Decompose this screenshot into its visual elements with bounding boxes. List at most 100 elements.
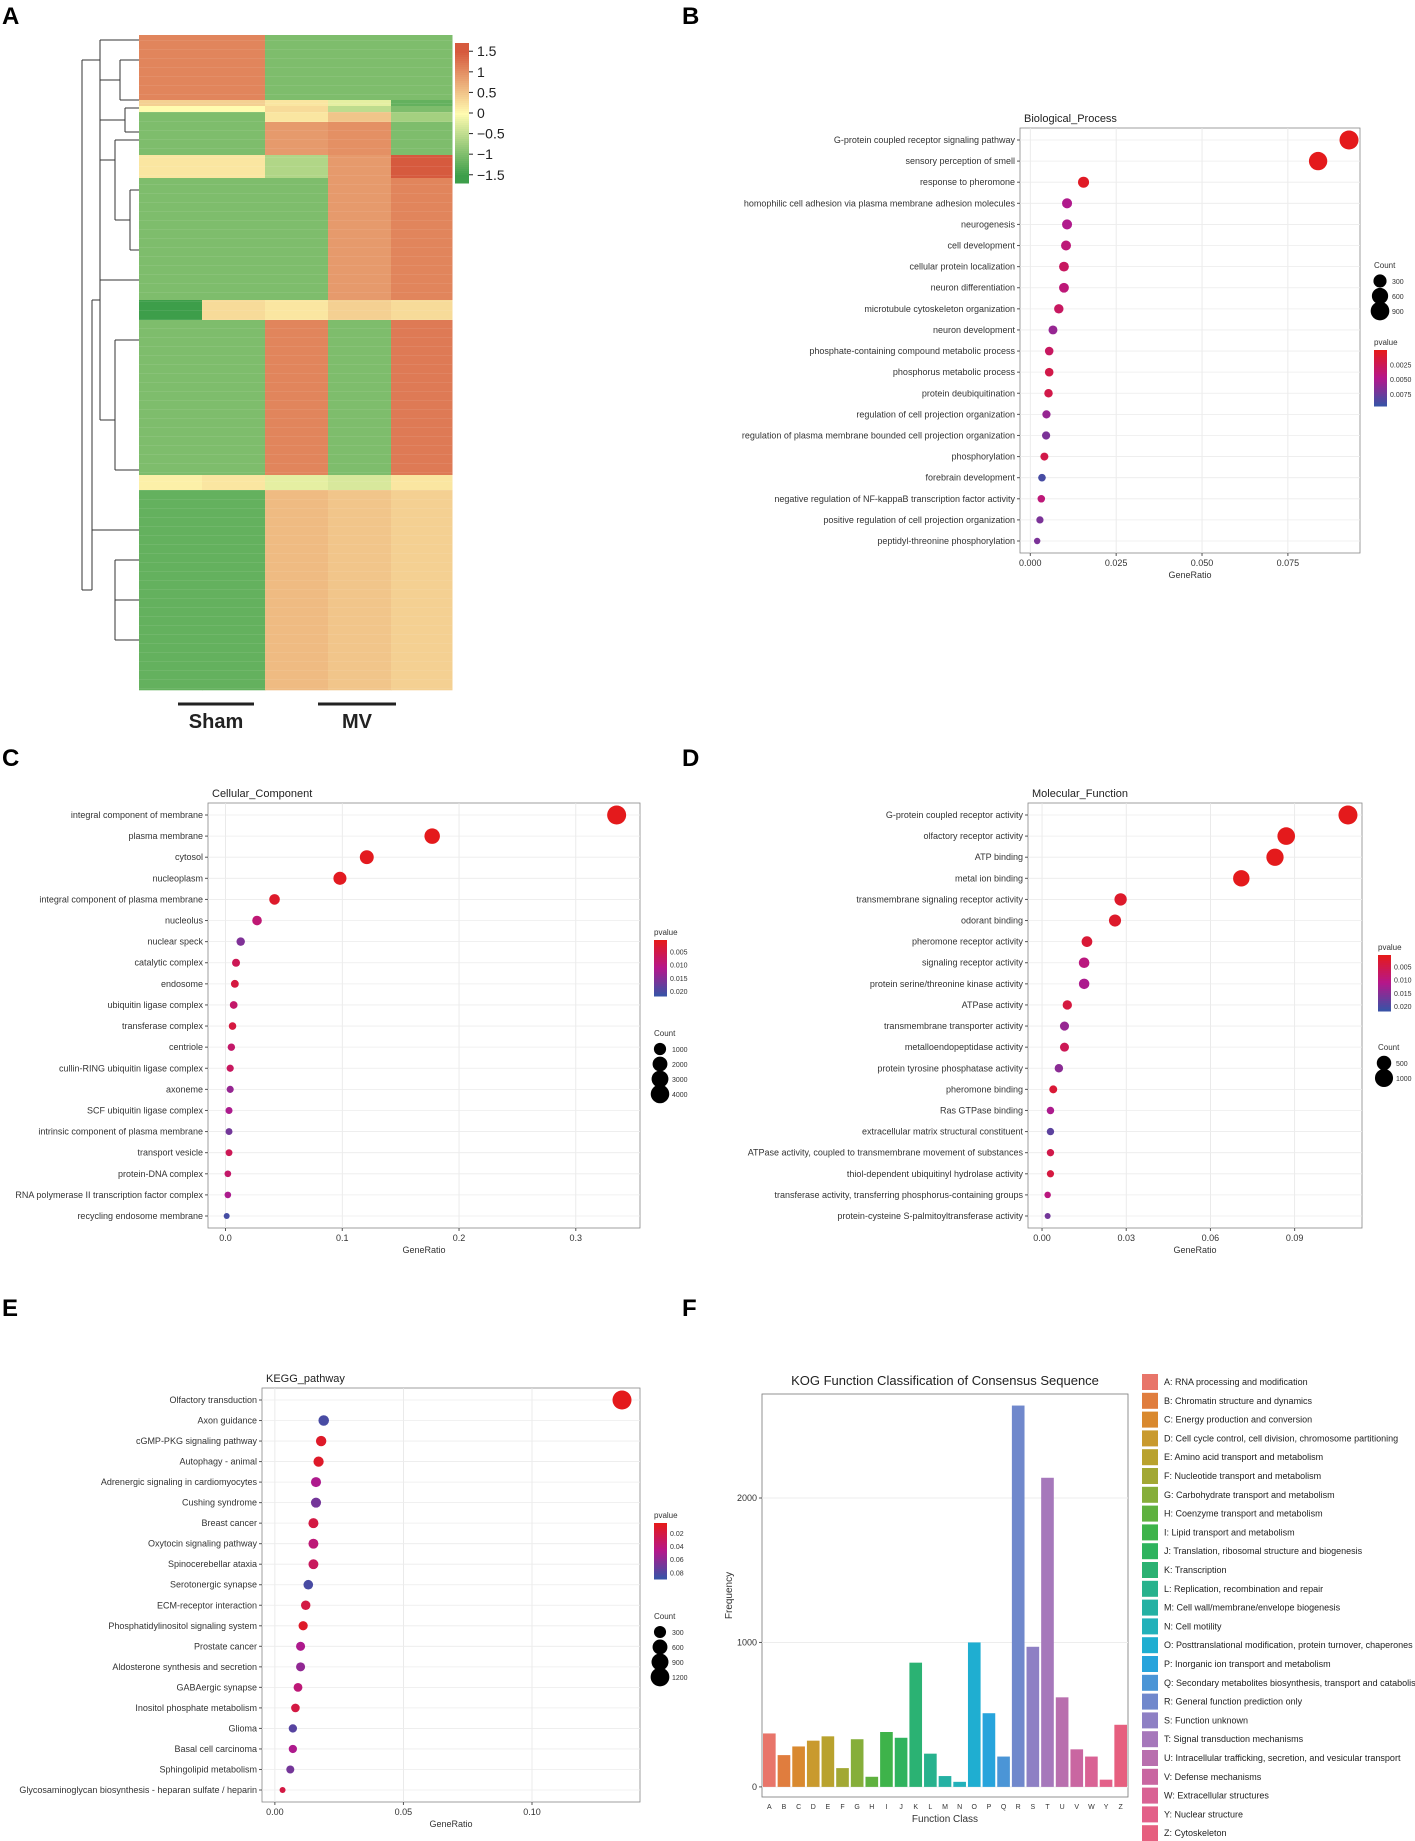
colorbar-segment (455, 109, 469, 112)
term-label: ATPase activity (962, 1000, 1024, 1010)
x-tick-label: 0.000 (1019, 558, 1042, 568)
pvalue-gradient-segment (1374, 368, 1387, 371)
term-dot (230, 979, 239, 988)
term-dot (1042, 410, 1051, 419)
term-label: peptidyl-threonine phosphorylation (877, 536, 1015, 546)
colorbar-segment (455, 107, 469, 110)
kog-legend-label: N: Cell motility (1164, 1621, 1222, 1631)
pvalue-legend-label: 0.04 (670, 1544, 684, 1551)
term-label: odorant binding (961, 916, 1023, 926)
kog-legend-swatch (1142, 1580, 1158, 1597)
heatmap-stripe (139, 337, 452, 338)
term-label: nucleoplasm (152, 873, 203, 883)
heatmap-cell (265, 300, 329, 321)
heatmap-cell (328, 490, 392, 691)
x-tick-label: 0.025 (1105, 558, 1128, 568)
kog-x-tick-label: E (826, 1804, 831, 1811)
heatmap-stripe (139, 373, 452, 374)
heatmap-cell (328, 112, 392, 123)
heatmap-cell (328, 35, 392, 101)
pvalue-gradient-segment (1374, 396, 1387, 399)
heatmap-cells (139, 35, 453, 691)
heatmap-stripe (139, 499, 452, 500)
heatmap-stripe (139, 454, 452, 455)
pvalue-gradient-segment (1374, 378, 1387, 381)
term-dot (226, 1085, 234, 1093)
panel-label-c: C (2, 745, 19, 772)
pvalue-legend-title: pvalue (1374, 338, 1398, 347)
pvalue-gradient-segment (1374, 364, 1387, 367)
colorbar-tick-label: −1 (477, 146, 493, 162)
kog-legend-label: F: Nucleotide transport and metabolism (1164, 1471, 1321, 1481)
colorbar-segment (455, 95, 469, 98)
term-label: Cushing syndrome (182, 1498, 257, 1508)
x-axis-label: GeneRatio (402, 1245, 445, 1255)
heatmap-stripe (139, 139, 452, 140)
kog-x-tick-label: C (796, 1804, 801, 1811)
heatmap-stripe (139, 688, 452, 689)
heatmap-cell (202, 320, 266, 476)
heatmap-stripe (139, 382, 452, 383)
heatmap-stripe (139, 463, 452, 464)
kog-x-tick-label: F (840, 1804, 844, 1811)
kog-x-tick-label: V (1074, 1804, 1079, 1811)
kog-bar (1011, 1405, 1025, 1787)
heatmap-stripe (139, 400, 452, 401)
kog-bar (953, 1781, 966, 1787)
term-label: protein-DNA complex (118, 1169, 204, 1179)
pvalue-gradient-segment (654, 1545, 667, 1548)
kog-bar (836, 1768, 849, 1787)
term-label: centriole (169, 1042, 203, 1052)
kog-bar (997, 1756, 1010, 1787)
heatmap-cell (202, 112, 266, 123)
count-legend-label: 4000 (672, 1092, 688, 1099)
pvalue-gradient-segment (654, 1561, 667, 1564)
count-legend-label: 900 (1392, 309, 1404, 316)
heatmap-stripe (139, 157, 452, 158)
heatmap-cell (202, 300, 266, 321)
term-dot (1339, 130, 1359, 150)
pvalue-legend-label: 0.0075 (1390, 392, 1412, 399)
term-label: thiol-dependent ubiquitinyl hydrolase ac… (847, 1169, 1024, 1179)
term-label: ubiquitin ligase complex (107, 1000, 203, 1010)
term-dot (1046, 1149, 1055, 1157)
kog-legend-label: P: Inorganic ion transport and metabolis… (1164, 1659, 1331, 1669)
colorbar-segment (455, 117, 469, 120)
sham-group-label: Sham (189, 711, 243, 733)
kog-legend-label: J: Translation, ribosomal structure and … (1164, 1546, 1363, 1556)
pvalue-gradient-segment (1378, 955, 1391, 958)
colorbar-segment (455, 47, 469, 50)
pvalue-gradient-segment (654, 1543, 667, 1546)
kog-legend-label: U: Intracellular trafficking, secretion,… (1164, 1753, 1401, 1763)
kog-legend-label: W: Extracellular structures (1164, 1791, 1269, 1801)
term-label: neuron development (933, 325, 1016, 335)
term-dot (296, 1641, 306, 1651)
kog-title: KOG Function Classification of Consensus… (791, 1373, 1099, 1388)
kog-legend-swatch (1142, 1543, 1158, 1560)
plot-title: Molecular_Function (1032, 788, 1128, 800)
count-legend-dot (650, 1667, 670, 1687)
colorbar-segment (455, 57, 469, 60)
kog-legend-label: S: Function unknown (1164, 1715, 1248, 1725)
kog-legend-label: O: Posttranslational modification, prote… (1164, 1640, 1413, 1650)
pvalue-gradient-segment (1378, 997, 1391, 1000)
pvalue-gradient-segment (1378, 1007, 1391, 1010)
heatmap-cell (265, 112, 329, 123)
heatmap-cell (265, 490, 329, 691)
heatmap-cell (328, 155, 392, 179)
term-dot (1054, 304, 1064, 314)
heatmap-stripe (139, 310, 452, 311)
term-dot (308, 1559, 319, 1570)
term-label: Axon guidance (197, 1416, 257, 1426)
count-legend-label: 1000 (672, 1047, 688, 1054)
kog-x-tick-label: H (869, 1804, 874, 1811)
heatmap-stripe (139, 67, 452, 68)
colorbar-segment (455, 45, 469, 48)
pvalue-gradient-segment (1374, 370, 1387, 373)
heatmap-cell (328, 122, 392, 156)
colorbar-segment (455, 53, 469, 56)
heatmap-cell (391, 320, 453, 476)
heatmap-stripe (139, 49, 452, 50)
pvalue-gradient-segment (654, 1563, 667, 1566)
term-dot (1044, 389, 1053, 398)
